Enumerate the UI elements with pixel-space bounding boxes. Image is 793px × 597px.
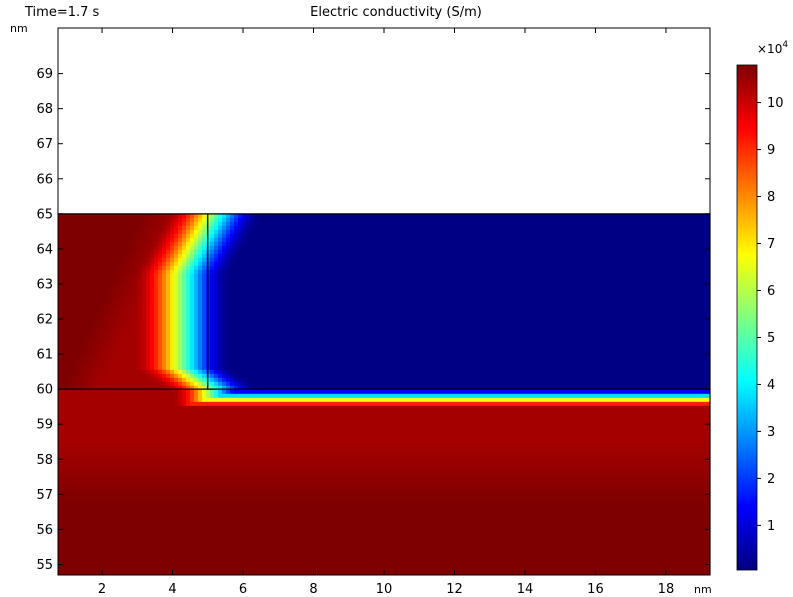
y-tick-label: 55 xyxy=(36,558,53,573)
x-axis: 2 4 6 8 10 12 14 16 18 xyxy=(98,28,674,597)
x-tick-label: 2 xyxy=(98,582,106,597)
colorbar-gradient xyxy=(736,64,758,571)
x-tick-label: 18 xyxy=(658,582,675,597)
colorbar-tick-label: 1 xyxy=(767,519,775,534)
colorbar-tick-label: 9 xyxy=(767,143,775,158)
y-axis: 55 56 57 58 59 60 61 62 63 64 65 66 67 68 69 xyxy=(36,67,710,573)
x-tick-label: 8 xyxy=(309,582,317,597)
chart-title: Electric conductivity (S/m) xyxy=(310,5,482,20)
colorbar-tick-label: 3 xyxy=(767,425,775,440)
colorbar-tick-label: 4 xyxy=(767,378,775,393)
y-tick-label: 68 xyxy=(36,102,53,117)
y-tick-label: 59 xyxy=(36,418,53,433)
colorbar-multiplier: ×104 xyxy=(757,40,788,56)
y-tick-label: 56 xyxy=(36,523,53,538)
y-tick-label: 65 xyxy=(36,207,53,222)
colorbar-tick-label: 6 xyxy=(767,284,775,299)
x-tick-label: 16 xyxy=(587,582,604,597)
colorbar-tick-label: 8 xyxy=(767,190,775,205)
x-tick-label: 4 xyxy=(168,582,176,597)
colorbar-tick-label: 10 xyxy=(767,96,784,111)
x-tick-label: 6 xyxy=(239,582,247,597)
colorbar-tick-label: 2 xyxy=(767,472,775,487)
y-tick-label: 67 xyxy=(36,137,53,152)
y-tick-label: 64 xyxy=(36,242,53,257)
colorbar-tick-label: 7 xyxy=(767,237,775,252)
y-tick-label: 63 xyxy=(36,277,53,292)
x-tick-label: 10 xyxy=(376,582,393,597)
y-tick-label: 61 xyxy=(36,348,53,363)
y-tick-label: 57 xyxy=(36,488,53,503)
colorbar-tick-label: 5 xyxy=(767,331,775,346)
y-tick-label: 66 xyxy=(36,172,53,187)
x-tick-label: 14 xyxy=(517,582,534,597)
y-tick-label: 58 xyxy=(36,453,53,468)
y-tick-label: 69 xyxy=(36,67,53,82)
time-label: Time=1.7 s xyxy=(24,5,100,20)
y-unit-label: nm xyxy=(10,22,28,35)
x-unit-label: nm xyxy=(694,583,712,596)
heatmap-field xyxy=(58,213,710,575)
y-tick-label: 60 xyxy=(36,383,53,398)
x-tick-label: 12 xyxy=(446,582,463,597)
colorbar: ×104 1 2 3 4 5 6 7 8 9 10 xyxy=(736,40,788,571)
y-tick-label: 62 xyxy=(36,313,53,328)
